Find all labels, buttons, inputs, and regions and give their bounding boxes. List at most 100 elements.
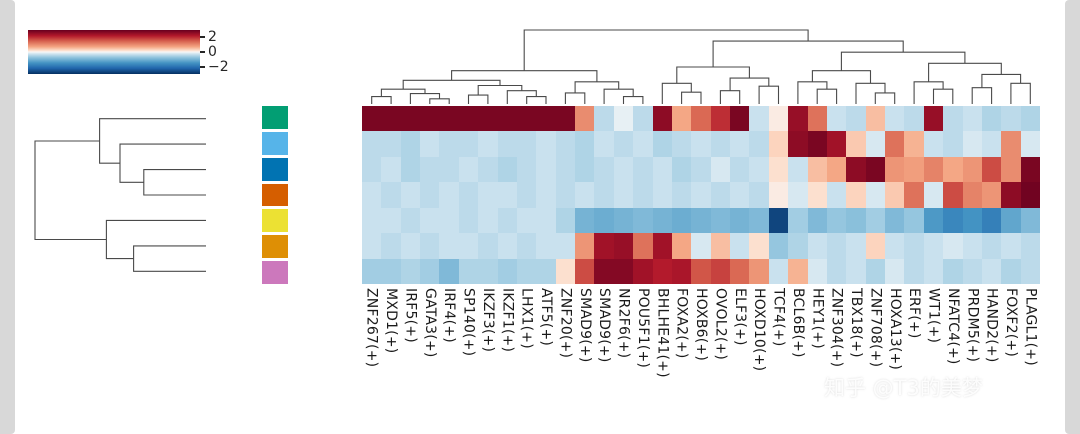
watermark: 知乎 @T3的美梦 <box>824 376 983 400</box>
column-label: SP140(+) <box>460 288 477 357</box>
heatmap-cell <box>981 207 1002 234</box>
heatmap-cell <box>749 182 769 208</box>
heatmap-cell <box>420 233 440 259</box>
column-label: HOXD10(+) <box>751 288 768 372</box>
heatmap-cell <box>497 106 517 132</box>
column-label: ZNF304(+) <box>828 288 845 368</box>
heatmap-cell <box>788 182 808 208</box>
heatmap-cell <box>981 156 1002 183</box>
column-label: ELF3(+) <box>731 288 748 346</box>
heatmap-cell <box>691 258 711 284</box>
column-labels: ZNF267(+) MXD1(+) IRF5(+) GATA3(+) IRF4(+) SP… <box>362 288 1040 420</box>
column-label-cell: NR2F6(+) <box>614 288 633 420</box>
column-label: ATF5(+) <box>538 288 555 347</box>
column-label: LHX1(+) <box>518 288 535 349</box>
heatmap-cell <box>400 258 421 284</box>
heatmap-cell <box>749 258 769 284</box>
heatmap-cell <box>575 106 595 132</box>
column-label: FOXA2(+) <box>673 288 690 359</box>
heatmap-cell <box>768 233 789 259</box>
heatmap-cell <box>458 156 479 183</box>
heatmap-cell <box>381 207 401 234</box>
heatmap-cell <box>807 207 827 234</box>
heatmap-cell <box>691 233 711 259</box>
heatmap-cell <box>865 207 886 234</box>
column-label-cell: PLAGL1(+) <box>1021 288 1040 420</box>
column-label: TBX18(+) <box>848 288 865 358</box>
heatmap-cell <box>536 207 556 234</box>
heatmap-cell <box>497 233 517 259</box>
heatmap-cell <box>865 182 886 208</box>
heatmap-cell <box>420 131 440 157</box>
heatmap-cell <box>575 156 595 183</box>
heatmap-cell <box>575 233 595 259</box>
dendrogram-links <box>34 118 206 272</box>
heatmap-cell <box>943 207 963 234</box>
column-label: ZNF20(+) <box>557 288 574 359</box>
column-label-cell: FOXF2(+) <box>1001 288 1020 420</box>
heatmap-cell <box>885 258 905 284</box>
heatmap-cell <box>768 156 789 183</box>
column-label-cell: BCL6B(+) <box>788 288 807 420</box>
heatmap-cell <box>633 258 653 284</box>
heatmap-cell <box>458 182 479 208</box>
column-label-cell: GATA3(+) <box>420 288 439 420</box>
row-group-color-swatch <box>262 261 288 285</box>
heatmap-cell <box>962 207 982 234</box>
heatmap-cell <box>613 207 634 234</box>
heatmap-cell <box>652 156 672 183</box>
heatmap-cell <box>1020 258 1040 284</box>
colorbar: 2 0 −2 <box>28 30 229 74</box>
column-label: SMAD9(+) <box>596 288 613 363</box>
column-label: OVOL2(+) <box>712 288 729 361</box>
heatmap-cell <box>943 258 963 284</box>
heatmap-cell <box>691 131 711 157</box>
heatmap-cell <box>381 106 401 132</box>
heatmap-cell <box>439 131 459 157</box>
column-label: SMAD9(+) <box>576 288 593 363</box>
heatmap-cell <box>516 207 537 234</box>
column-label-cell: ZNF708(+) <box>866 288 885 420</box>
heatmap-cell <box>536 233 556 259</box>
column-label-cell: ZNF304(+) <box>827 288 846 420</box>
heatmap-cell <box>904 156 924 183</box>
column-label-cell: BHLHE41(+) <box>653 288 672 420</box>
heatmap-cell <box>478 207 498 234</box>
heatmap-cell <box>594 156 614 183</box>
heatmap-cell <box>671 233 692 259</box>
heatmap-cell <box>555 207 576 234</box>
heatmap-cell <box>458 106 479 132</box>
heatmap-cell <box>1020 131 1040 157</box>
column-label-cell: SMAD9(+) <box>575 288 594 420</box>
heatmap-cell <box>807 156 827 183</box>
heatmap-cell <box>536 131 556 157</box>
heatmap-cell <box>555 182 576 208</box>
column-label: ERF(+) <box>906 288 923 339</box>
heatmap-cell <box>788 207 808 234</box>
heatmap-cell <box>943 182 963 208</box>
column-label-cell: ZNF20(+) <box>556 288 575 420</box>
heatmap-cell <box>923 207 944 234</box>
heatmap-cell <box>478 131 498 157</box>
heatmap-cell <box>846 156 866 183</box>
heatmap-cell <box>516 233 537 259</box>
heatmap-cell <box>981 233 1002 259</box>
column-label: BHLHE41(+) <box>654 288 671 378</box>
column-label-cell: PRDM5(+) <box>963 288 982 420</box>
heatmap-cell <box>768 131 789 157</box>
heatmap-cell <box>826 233 847 259</box>
heatmap-cell <box>1001 258 1021 284</box>
tick-label: 2 <box>208 29 217 46</box>
heatmap-cell <box>555 233 576 259</box>
heatmap-cell <box>749 156 769 183</box>
heatmap-cell <box>865 131 886 157</box>
heatmap-cell <box>846 182 866 208</box>
column-label: HOXB6(+) <box>693 288 710 362</box>
heatmap-cell <box>807 258 827 284</box>
column-label-cell: WT1(+) <box>924 288 943 420</box>
heatmap-cell <box>904 207 924 234</box>
heatmap-cell <box>730 182 750 208</box>
left-margin-strip <box>0 0 15 434</box>
column-label-cell: TBX18(+) <box>846 288 865 420</box>
dendrogram-links <box>371 29 1031 104</box>
